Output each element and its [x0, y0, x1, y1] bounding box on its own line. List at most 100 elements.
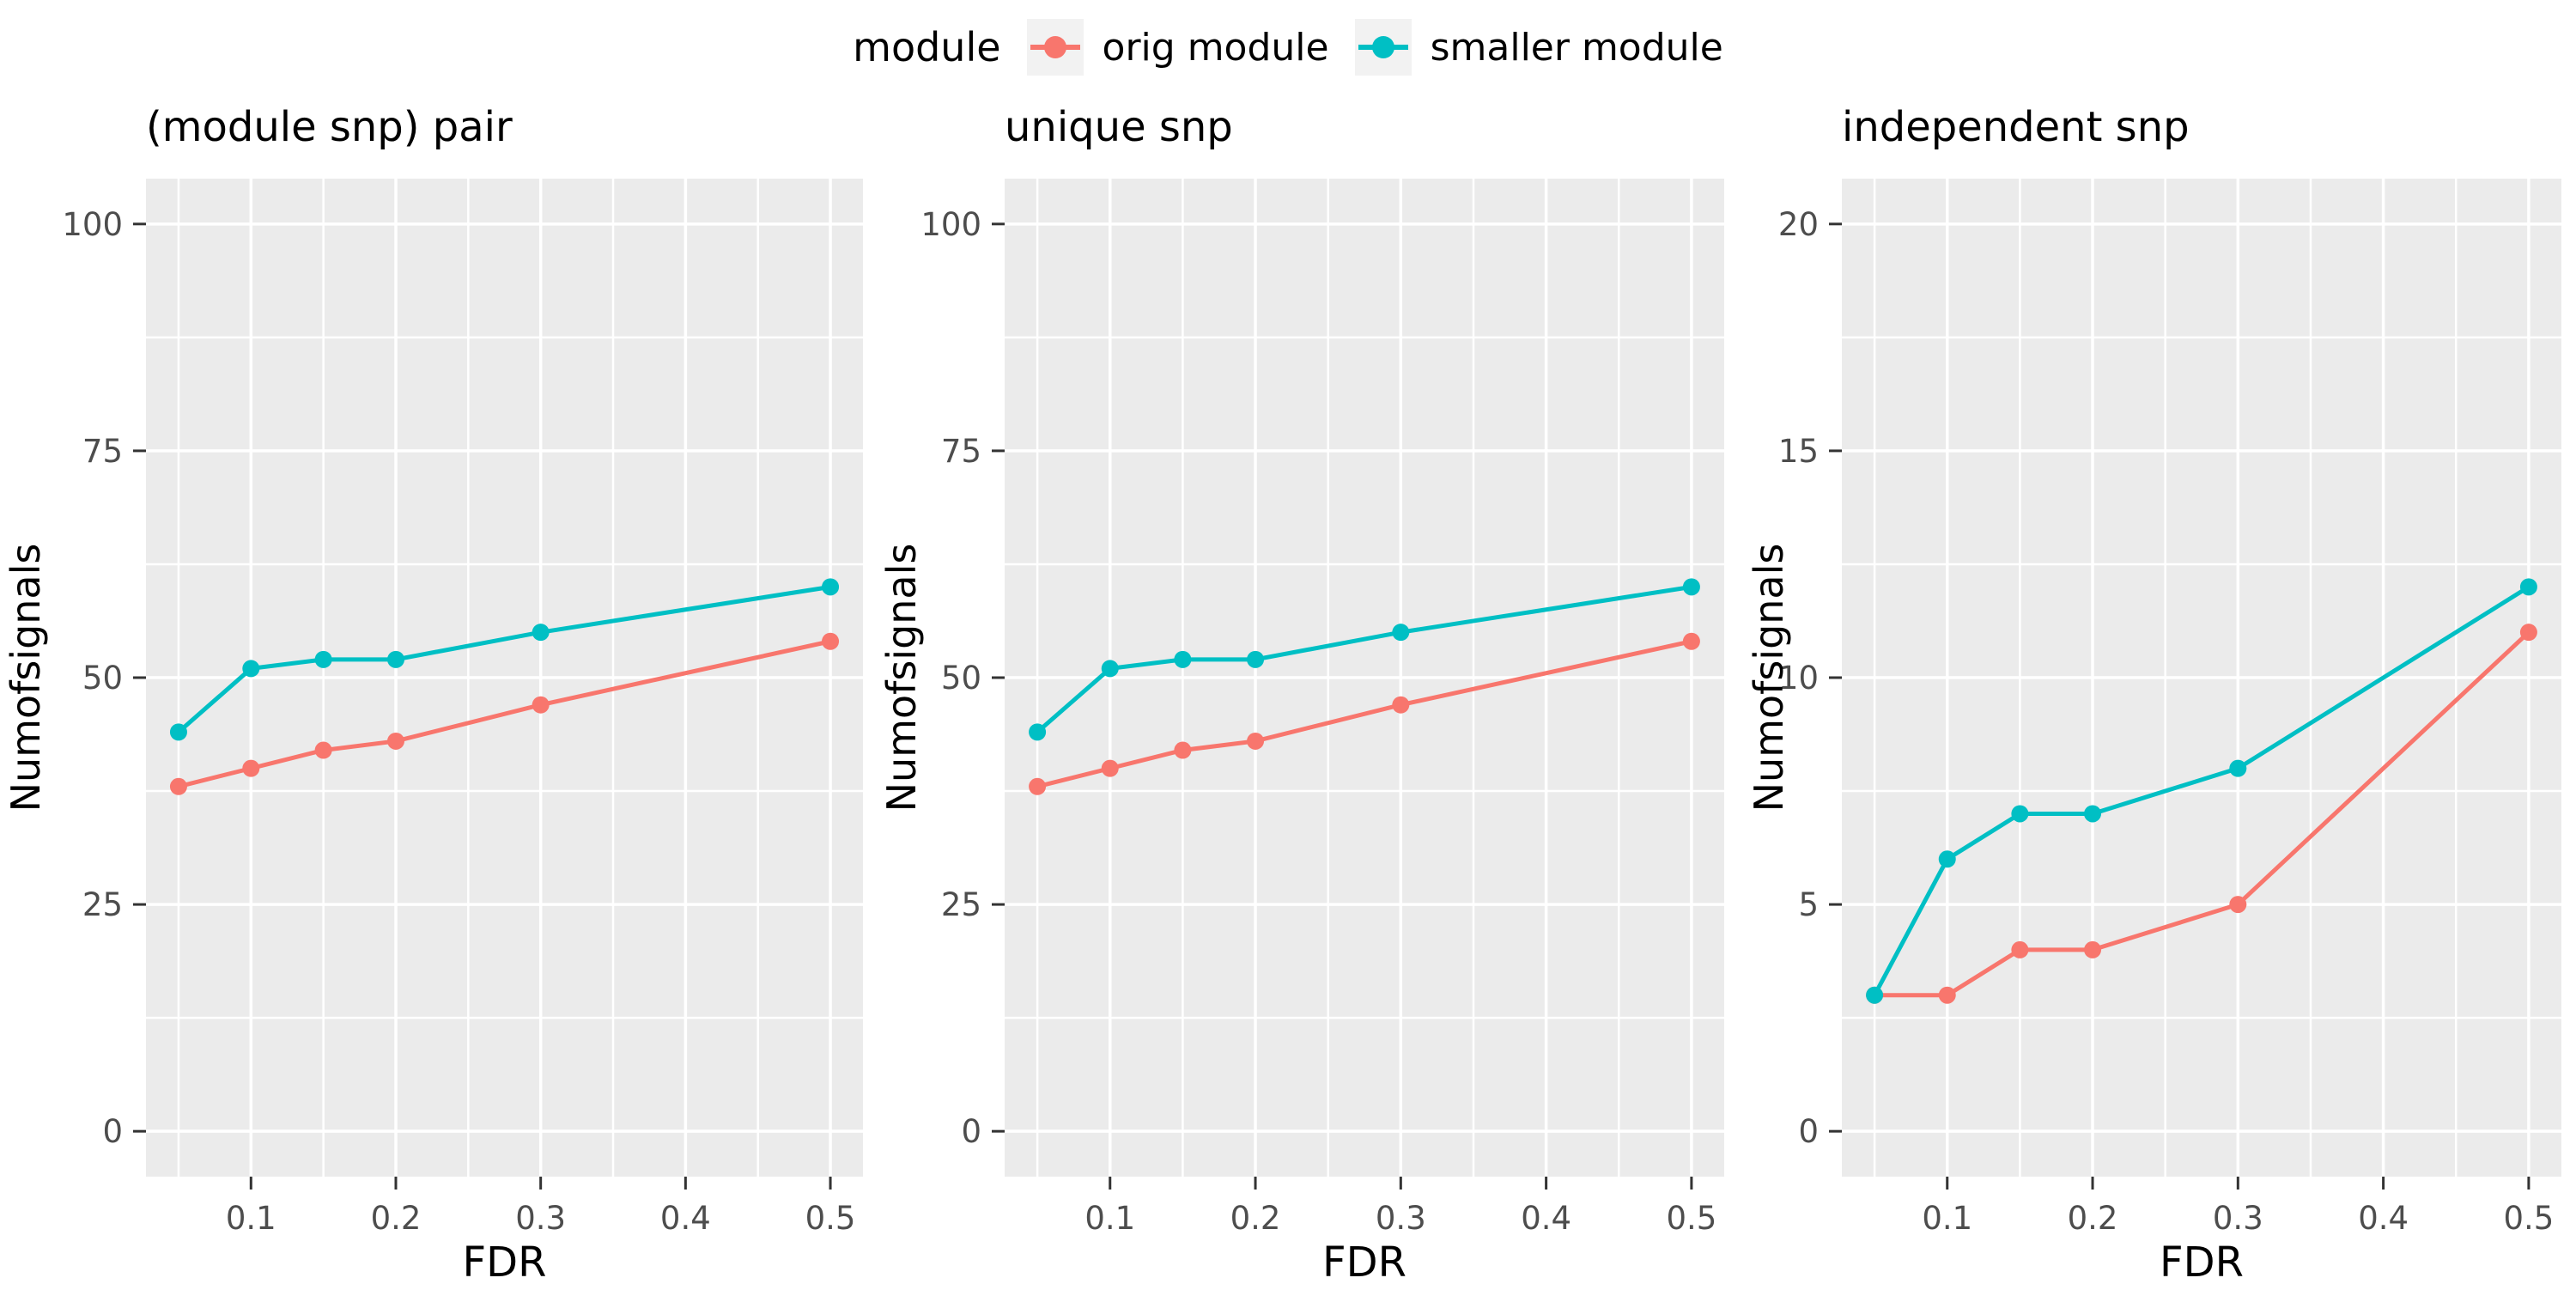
series-line-smaller-module — [1036, 584, 1692, 734]
x-axis-title: FDR — [1322, 1238, 1406, 1287]
y-tick-label: 0 — [1798, 1113, 1819, 1150]
data-point-smaller-module — [822, 578, 840, 596]
x-tick-label: 0.4 — [1521, 1200, 1571, 1237]
data-point-orig-module — [1029, 777, 1047, 795]
data-point-orig-module — [169, 777, 187, 795]
series-line-smaller-module — [1872, 585, 2530, 996]
line-point-glyph-icon — [1358, 36, 1408, 58]
legend-label-orig-module: orig module — [1102, 25, 1329, 70]
x-tick-label: 0.4 — [660, 1200, 711, 1237]
data-point-orig-module — [1392, 696, 1410, 714]
y-tick-label: 15 — [1778, 433, 1819, 470]
data-point-orig-module — [2084, 940, 2102, 958]
data-point-smaller-module — [169, 723, 187, 741]
data-point-orig-module — [1174, 741, 1192, 759]
data-point-orig-module — [386, 732, 404, 750]
facet-title: (module snp) pair — [146, 103, 513, 151]
panel-unique-snp: 0.1 0.2 0.3 0.4 0.5 0 25 50 75 100 — [920, 179, 1724, 1237]
data-point-smaller-module — [2084, 805, 2102, 823]
x-tick-label: 0.2 — [371, 1200, 422, 1237]
y-axis-title: Numofsignals — [878, 543, 925, 812]
data-point-smaller-module — [1101, 660, 1119, 678]
legend-item-orig-module: orig module — [1026, 19, 1329, 76]
x-tick-label: 0.4 — [2358, 1200, 2409, 1237]
data-point-orig-module — [2229, 896, 2247, 914]
y-tick-label: 100 — [62, 206, 123, 243]
data-point-smaller-module — [242, 660, 260, 678]
data-point-smaller-module — [2229, 759, 2247, 777]
legend-key-smaller-module — [1354, 19, 1412, 76]
y-tick-label: 5 — [1798, 886, 1819, 923]
data-point-smaller-module — [1029, 723, 1047, 741]
data-point-orig-module — [1247, 732, 1265, 750]
y-tick-label: 25 — [82, 886, 123, 923]
legend-item-smaller-module: smaller module — [1354, 19, 1723, 76]
x-axis-title: FDR — [2160, 1238, 2244, 1287]
x-tick-label: 0.3 — [515, 1200, 566, 1237]
y-tick-label: 10 — [1778, 660, 1819, 697]
y-axis-title: Numofsignals — [1746, 543, 1792, 812]
data-point-smaller-module — [386, 650, 404, 668]
data-point-orig-module — [314, 741, 332, 759]
x-tick-label: 0.5 — [2503, 1200, 2554, 1237]
data-point-orig-module — [822, 632, 840, 650]
x-tick-label: 0.2 — [1230, 1200, 1281, 1237]
y-tick-label: 20 — [1778, 206, 1819, 243]
y-tick-label: 0 — [961, 1113, 981, 1150]
data-point-smaller-module — [1247, 650, 1265, 668]
facet-unique-snp: unique snp Numofsignals 0.1 0.2 0.3 0.4 0.5 0… — [876, 94, 1743, 1290]
series-line-orig-module — [178, 639, 831, 789]
y-axis-title: Numofsignals — [3, 543, 49, 812]
plot-area: Numofsignals 0.1 0.2 0.3 0.4 0.5 0 5 10 15 20 — [1743, 179, 2576, 1237]
data-point-smaller-module — [1938, 850, 1956, 868]
data-point-orig-module — [1938, 986, 1956, 1004]
plot-area: Numofsignals 0.1 0.2 0.3 0.4 0.5 0 25 50 75 100 — [876, 179, 1743, 1237]
data-point-smaller-module — [314, 650, 332, 668]
legend-title: module — [853, 24, 1001, 70]
data-point-smaller-module — [1866, 986, 1884, 1004]
data-point-orig-module — [532, 696, 550, 714]
plot-area: Numofsignals 0.1 0.2 0.3 0.4 0.5 0 25 50 75 100 — [0, 179, 876, 1237]
x-tick-label: 0.1 — [1922, 1200, 1972, 1237]
series-line-orig-module — [1036, 639, 1692, 789]
data-point-smaller-module — [1682, 578, 1700, 596]
x-tick-label: 0.3 — [1376, 1200, 1426, 1237]
facet-module-snp-pair: (module snp) pair Numofsignals 0.1 0.2 0.3… — [0, 94, 876, 1290]
series-line-orig-module — [1874, 630, 2530, 998]
data-point-smaller-module — [1174, 650, 1192, 668]
data-point-orig-module — [2519, 624, 2537, 642]
y-tick-label: 75 — [941, 433, 981, 470]
x-axis-title: FDR — [462, 1238, 547, 1287]
y-tick-label: 0 — [102, 1113, 123, 1150]
legend: module orig module smaller module — [0, 0, 2576, 94]
data-point-smaller-module — [2519, 578, 2537, 596]
data-point-orig-module — [1682, 632, 1700, 650]
data-point-smaller-module — [1392, 624, 1410, 642]
y-tick-label: 75 — [82, 433, 123, 470]
legend-key-orig-module — [1026, 19, 1084, 76]
data-point-smaller-module — [2011, 805, 2029, 823]
data-point-orig-module — [2011, 940, 2029, 958]
data-point-orig-module — [1101, 759, 1119, 777]
legend-label-smaller-module: smaller module — [1430, 25, 1723, 70]
line-point-glyph-icon — [1030, 36, 1080, 58]
facet-independent-snp: independent snp Numofsignals 0.1 0.2 0.3 0.… — [1743, 94, 2576, 1290]
y-tick-label: 50 — [82, 660, 123, 697]
panel-independent-snp: 0.1 0.2 0.3 0.4 0.5 0 5 10 15 20 — [1778, 179, 2561, 1237]
x-tick-label: 0.5 — [1666, 1200, 1716, 1237]
facet-title: independent snp — [1842, 103, 2190, 151]
x-tick-label: 0.2 — [2068, 1200, 2118, 1237]
facet-title: unique snp — [1005, 103, 1233, 151]
facet-grid: (module snp) pair Numofsignals 0.1 0.2 0.3… — [0, 94, 2576, 1290]
x-tick-label: 0.5 — [805, 1200, 856, 1237]
data-point-smaller-module — [532, 624, 550, 642]
series-line-smaller-module — [177, 584, 831, 734]
y-tick-label: 100 — [920, 206, 981, 243]
panel-module-snp-pair: 0.1 0.2 0.3 0.4 0.5 0 25 50 75 100 — [62, 179, 863, 1237]
data-point-orig-module — [242, 759, 260, 777]
x-tick-label: 0.1 — [1084, 1200, 1135, 1237]
y-tick-label: 50 — [941, 660, 981, 697]
x-tick-label: 0.3 — [2213, 1200, 2263, 1237]
y-tick-label: 25 — [941, 886, 981, 923]
x-tick-label: 0.1 — [226, 1200, 276, 1237]
